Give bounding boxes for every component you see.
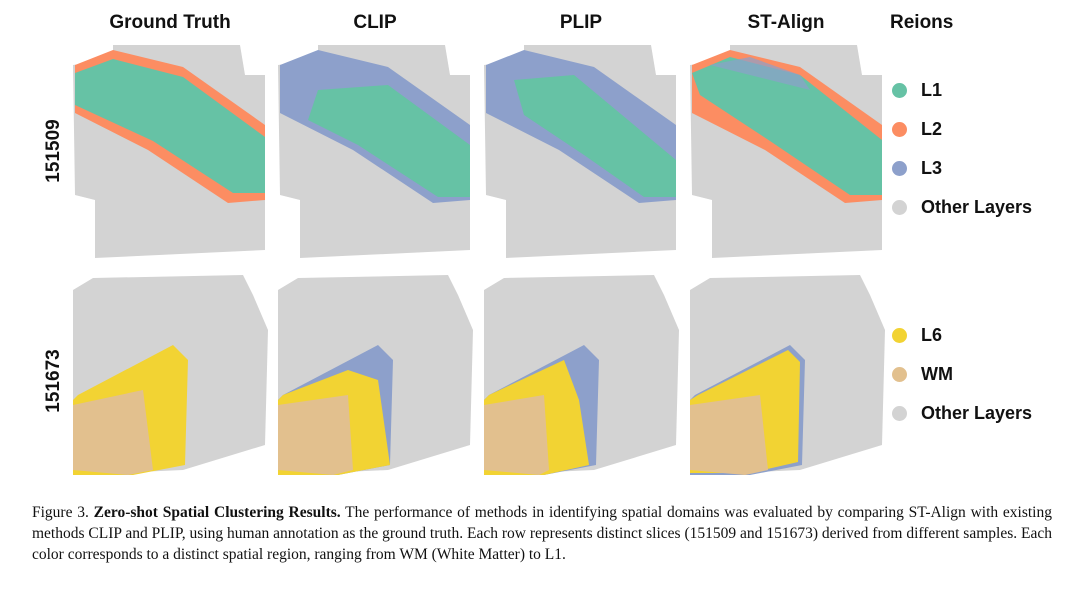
column-title-plip: PLIP (559, 12, 603, 33)
legend-swatch (892, 367, 907, 382)
panel-151673-plip (484, 275, 679, 475)
legend-item-l2: L2 (892, 119, 942, 140)
legend-label: WM (921, 364, 953, 384)
legend-label: Other Layers (921, 197, 1033, 217)
panel-151509-ground-truth (73, 45, 265, 258)
legend-swatch (892, 161, 907, 176)
legend-label: L1 (921, 80, 943, 100)
legend-item-l3: L3 (892, 158, 942, 179)
column-title-ground-truth: Ground Truth (109, 12, 231, 33)
legend-swatch (892, 328, 907, 343)
caption-text: The performance of methods in identifyin… (32, 504, 1052, 563)
panel-151673-ground-truth (73, 275, 268, 475)
legend-item-l1: L1 (892, 80, 942, 101)
panel-151509-plip (484, 45, 676, 258)
legend-label: L3 (921, 158, 943, 178)
legend-item-wm: WM (892, 364, 953, 385)
legend-item-other-bottom: Other Layers (892, 403, 1032, 424)
panel-151509-clip (278, 45, 470, 258)
legend-label: L6 (921, 325, 943, 345)
column-title-st-align: ST-Align (747, 12, 825, 33)
caption-title: Zero-shot Spatial Clustering Results. (93, 504, 341, 521)
legend-swatch (892, 122, 907, 137)
column-title-clip: CLIP (353, 12, 397, 33)
panel-151673-clip (278, 275, 473, 475)
legend-label: L2 (921, 119, 943, 139)
legend-label: Other Layers (921, 403, 1033, 423)
legend-swatch (892, 200, 907, 215)
legend-item-other-top: Other Layers (892, 197, 1032, 218)
panel-151673-st-align (690, 275, 885, 475)
legend-swatch (892, 406, 907, 421)
panel-151509-st-align (690, 45, 882, 258)
legend-swatch (892, 83, 907, 98)
legend-title: Reions (890, 12, 954, 33)
caption-prefix: Figure 3. (32, 504, 94, 521)
spatial-clustering-panels (73, 45, 885, 475)
figure-caption: Figure 3. Zero-shot Spatial Clustering R… (32, 502, 1052, 565)
legend-item-l6: L6 (892, 325, 942, 346)
